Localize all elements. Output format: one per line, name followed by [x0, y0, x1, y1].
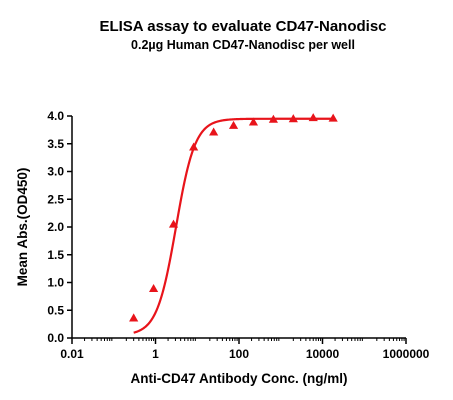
- data-point: [248, 117, 259, 126]
- x-tick-label: 100: [229, 347, 249, 361]
- fit-curve: [133, 117, 334, 334]
- data-point: [189, 142, 199, 151]
- data-point: [268, 114, 279, 123]
- data-point: [228, 120, 239, 129]
- x-tick-label: 10000: [306, 347, 340, 361]
- y-tick-label: 1.0: [47, 276, 64, 290]
- data-point: [308, 113, 318, 122]
- chart-title: ELISA assay to evaluate CD47-Nanodisc: [99, 18, 386, 35]
- y-axis: 0.0 0.5 1.0 1.5 2.0 2.5 3.0 3.5 4.0: [47, 109, 73, 345]
- y-tick-label: 2.5: [47, 192, 64, 206]
- x-tick-label: 1000000: [383, 347, 430, 361]
- x-tick-label: 0.01: [60, 347, 84, 361]
- data-point: [209, 127, 219, 136]
- y-tick-label: 3.0: [47, 165, 64, 179]
- data-point: [129, 313, 139, 322]
- x-axis: 0.01 1 100 10000 1000000: [60, 337, 430, 361]
- chart-subtitle: 0.2µg Human CD47-Nanodisc per well: [131, 38, 355, 52]
- x-axis-label: Anti-CD47 Antibody Conc. (ng/ml): [131, 371, 348, 386]
- data-point: [168, 219, 179, 228]
- y-tick-label: 2.0: [47, 220, 64, 234]
- data-point: [288, 114, 298, 123]
- points-layer: [129, 113, 338, 322]
- y-tick-label: 3.5: [47, 137, 64, 151]
- y-tick-label: 1.5: [47, 248, 64, 262]
- data-point: [328, 113, 338, 122]
- y-tick-label: 0.0: [47, 331, 64, 345]
- y-axis-label: Mean Abs.(OD450): [15, 168, 30, 287]
- x-tick-label: 1: [152, 347, 159, 361]
- y-tick-label: 4.0: [47, 109, 64, 123]
- y-tick-label: 0.5: [47, 303, 64, 317]
- data-point: [148, 284, 159, 293]
- fit-layer: [133, 117, 334, 334]
